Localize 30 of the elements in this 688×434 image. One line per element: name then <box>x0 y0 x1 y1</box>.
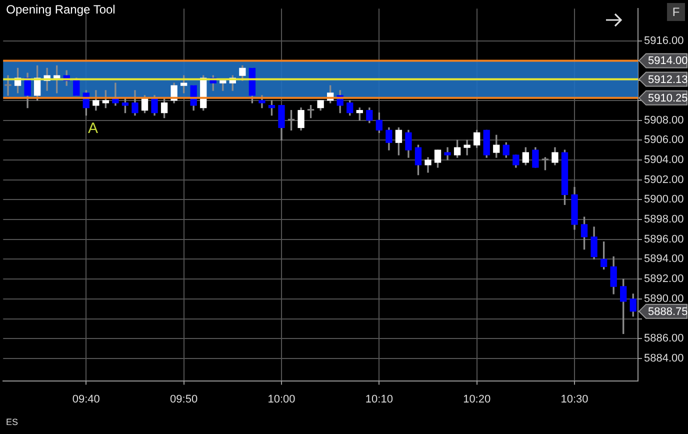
chart-title: Opening Range Tool <box>6 2 116 16</box>
y-tick-label: 5900.00 <box>644 194 684 206</box>
annotation: A <box>88 120 98 137</box>
candlestick <box>464 140 470 156</box>
y-tick-label: 5890.00 <box>644 292 684 305</box>
y-tick-label: 5902.00 <box>644 174 684 186</box>
y-tick-label: 5904.00 <box>644 154 684 166</box>
y-tick-label: 5908.00 <box>644 114 684 126</box>
ref-line-label: 5914.00 <box>648 55 688 68</box>
ref-line-label: 5912.13 <box>648 74 688 86</box>
y-tick-label: 5884.00 <box>644 352 684 364</box>
text: ES <box>6 417 18 427</box>
x-tick-label: 09:40 <box>72 393 100 406</box>
text: F <box>667 3 685 21</box>
y-tick-label: 5892.00 <box>644 273 684 286</box>
candlestick <box>4 75 12 96</box>
text: 5888.75 <box>648 306 688 318</box>
candlestick <box>444 147 451 160</box>
x-tick-label: 10:30 <box>560 393 588 406</box>
y-tick-label: 5896.00 <box>644 233 684 246</box>
ref-line-label: 5910.25 <box>648 92 688 104</box>
y-tick-label: 5906.00 <box>644 134 684 146</box>
x-tick-label: 10:10 <box>365 393 393 406</box>
y-tick-label: 5898.00 <box>644 214 684 226</box>
x-tick-label: 10:00 <box>268 393 296 406</box>
y-tick-label: 5894.00 <box>644 253 684 266</box>
x-tick-label: 10:20 <box>463 393 491 406</box>
y-tick-label: 5916.00 <box>644 34 684 47</box>
x-tick-label: 09:50 <box>170 393 198 406</box>
y-tick-label: 5886.00 <box>644 332 684 345</box>
